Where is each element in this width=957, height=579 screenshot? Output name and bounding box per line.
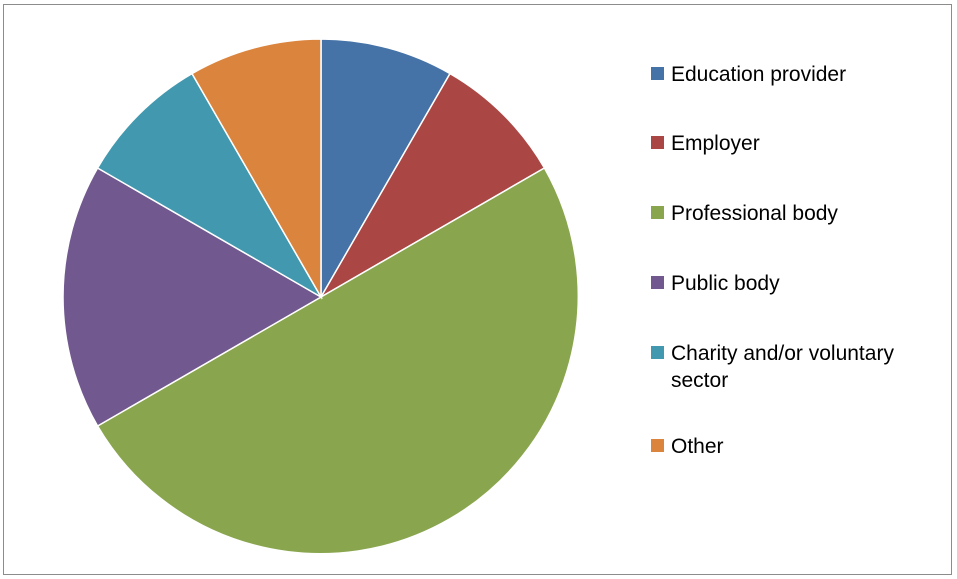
- legend-label-other: Other: [671, 435, 724, 458]
- legend-swatch-employer: [651, 136, 664, 149]
- pie-slice-other: [190, 38, 322, 300]
- legend: Education provider Employer Professional b…: [651, 63, 894, 458]
- legend-swatch-charity-and-or-voluntary-sector: [651, 346, 664, 359]
- legend-label-public-body: Public body: [671, 272, 780, 295]
- legend-swatch-education-provider: [651, 67, 664, 80]
- pie-slices: [62, 38, 580, 555]
- pie-slice-education-provider: [320, 38, 452, 300]
- legend-swatch-other: [651, 439, 664, 452]
- legend-label-employer: Employer: [671, 132, 760, 155]
- pie-slice-employer: [318, 72, 546, 300]
- legend-swatch-professional-body: [651, 206, 664, 219]
- pie-slice-public-body: [62, 166, 323, 428]
- legend-label-charity-and-or-voluntary-sector: Charity and/or voluntary sector: [671, 342, 894, 392]
- legend-label-professional-body: Professional body: [671, 202, 838, 225]
- pie-slice-charity-and-or-voluntary-sector: [96, 72, 324, 300]
- pie-slice-professional-body: [96, 166, 580, 555]
- legend-swatch-public-body: [651, 276, 664, 289]
- legend-label-education-provider: Education provider: [671, 63, 846, 86]
